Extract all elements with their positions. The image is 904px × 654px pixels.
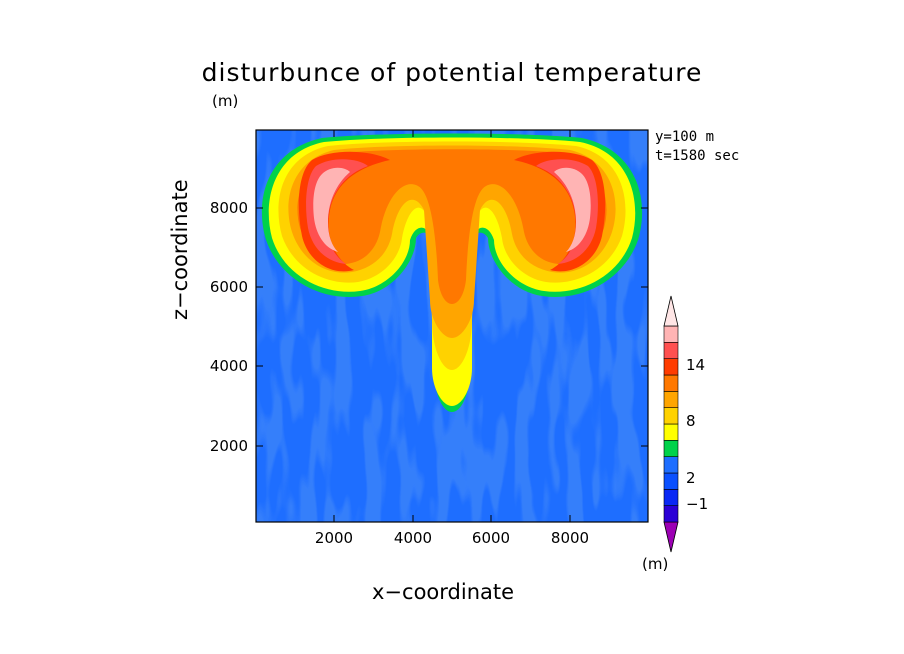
contour-gold [278,141,626,370]
field-background [256,130,648,522]
colorbar-label-minus1: −1 [686,495,708,513]
x-tick-label-1: 4000 [394,529,432,547]
title-unit: (m) [212,92,239,110]
y-tick-label-3: 8000 [210,199,248,217]
colorbar-bin [663,505,679,523]
colorbar-bin [663,391,679,408]
y-tick-label-0: 2000 [210,437,248,455]
colorbar-extend-high [663,295,679,327]
colorbar-extend-low [663,521,679,553]
colorbar [663,295,679,553]
annotation-t: t=1580 sec [655,148,740,164]
contour-field [256,130,648,522]
x-tick-label-3: 8000 [551,529,589,547]
colorbar-label-8: 8 [686,412,696,430]
wave-texture [256,130,648,522]
x-axis-label: x−coordinate [372,580,515,604]
contour-orange [288,145,616,338]
chart-title: disturbunce of potential temperature [201,58,703,87]
colorbar-unit: (m) [642,555,669,573]
contour-red [298,151,606,272]
colorbar-bin [663,489,679,506]
tick-marks [256,130,648,522]
x-tick-label-0: 2000 [315,529,353,547]
contour-green [261,133,643,412]
plot-frame [255,129,649,523]
colorbar-bin [663,440,679,457]
colorbar-bin [663,358,679,376]
contour-yellow [268,137,636,406]
colorbar-bin [663,456,679,474]
colorbar-bin [663,472,679,490]
colorbar-bin [663,374,679,392]
colorbar-bin [663,325,679,343]
contour-darkorange [297,149,607,304]
colorbar-bin [663,423,679,441]
annotation-y: y=100 m [655,129,715,145]
y-tick-label-2: 6000 [210,278,248,296]
contour-salmon [306,159,598,264]
colorbar-bin [663,407,679,425]
contour-pink [313,167,591,252]
colorbar-label-2: 2 [686,469,696,487]
colorbar-bin [663,342,679,359]
colorbar-label-14: 14 [686,356,705,374]
y-axis-label: z−coordinate [168,179,192,320]
y-tick-label-1: 4000 [210,357,248,375]
x-tick-label-2: 6000 [472,529,510,547]
